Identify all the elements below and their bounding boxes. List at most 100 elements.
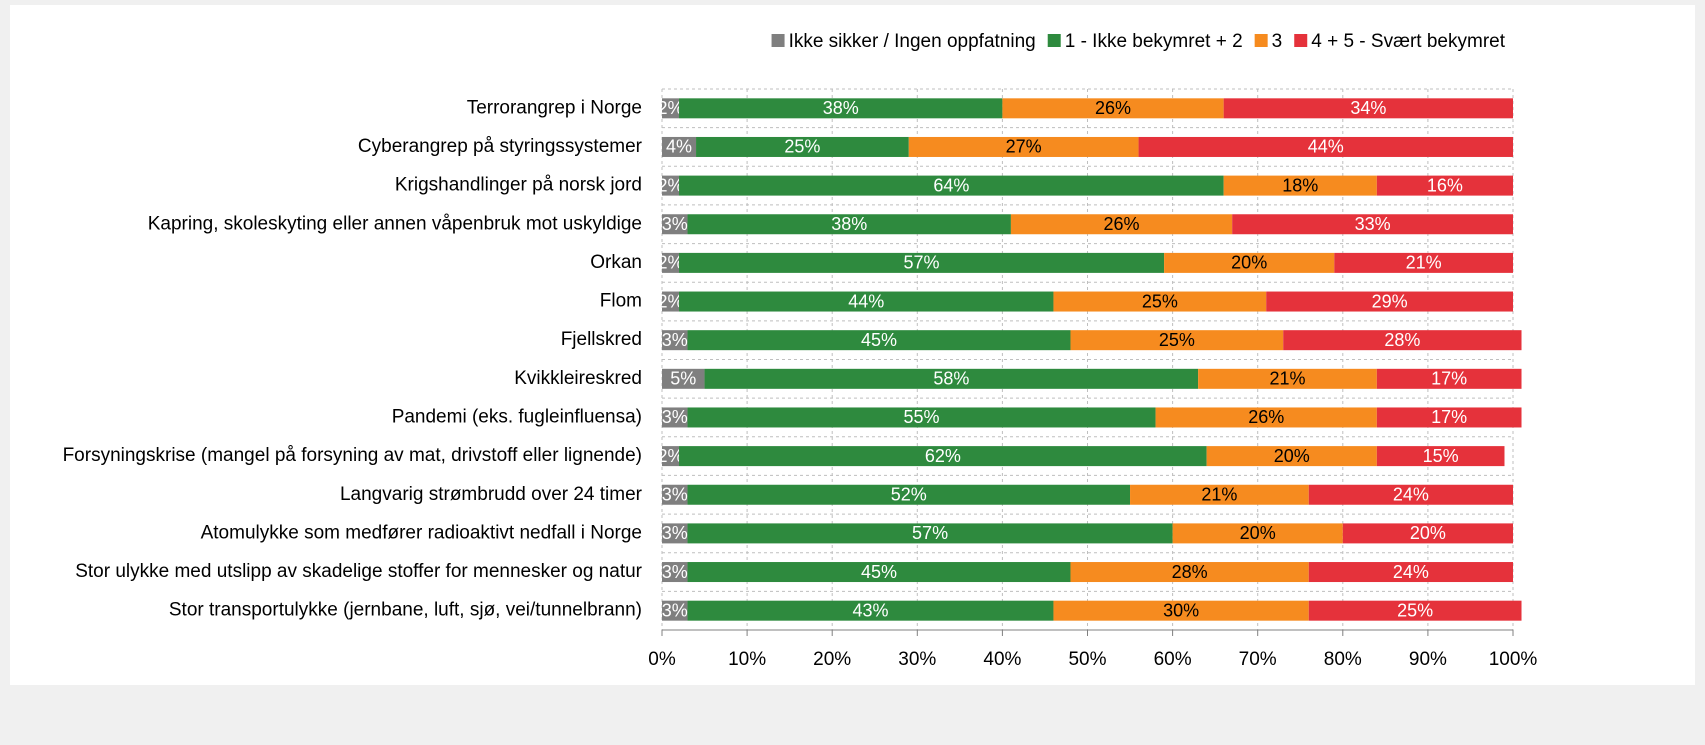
category-label: Atomulykke som medfører radioaktivt nedf… xyxy=(201,522,642,543)
bar-segment xyxy=(662,562,688,583)
x-tick-label: 100% xyxy=(1489,649,1538,670)
data-label: 17% xyxy=(1431,407,1467,427)
bar-segment xyxy=(1223,98,1513,119)
data-label: 45% xyxy=(861,330,897,350)
bar-segment xyxy=(679,252,1165,273)
bar-segment xyxy=(679,175,1224,196)
bar-segment xyxy=(687,484,1131,505)
bar-segment xyxy=(687,562,1071,583)
bar-segment xyxy=(1232,214,1513,235)
data-label: 38% xyxy=(823,98,859,118)
bar-segment xyxy=(662,291,680,312)
data-label: 20% xyxy=(1410,523,1446,543)
category-label: Pandemi (eks. fugleinfluensa) xyxy=(392,406,642,427)
data-label: 64% xyxy=(933,175,969,195)
category-label: Kapring, skoleskyting eller annen våpenb… xyxy=(148,213,642,234)
bar-segment xyxy=(1198,368,1377,389)
bar-segment xyxy=(687,600,1054,621)
category-label: Flom xyxy=(600,291,642,312)
bar-segment xyxy=(1164,252,1335,273)
data-label: 57% xyxy=(912,523,948,543)
bar-segment xyxy=(1138,136,1513,157)
bar-segment xyxy=(1376,175,1513,196)
legend-swatch xyxy=(1254,34,1268,47)
bar-segment xyxy=(1206,446,1377,467)
data-label: 26% xyxy=(1248,407,1284,427)
category-label: Cyberangrep på styringssystemer xyxy=(358,136,643,157)
data-label: 44% xyxy=(848,291,884,311)
legend-label: 4 + 5 - Svært bekymret xyxy=(1311,31,1505,52)
data-label: 25% xyxy=(1159,330,1195,350)
bar-segment xyxy=(687,407,1156,428)
x-tick-label: 10% xyxy=(728,649,766,670)
data-label: 25% xyxy=(1142,291,1178,311)
data-label: 3% xyxy=(662,330,688,350)
bar-segment xyxy=(908,136,1139,157)
data-label: 2% xyxy=(658,253,684,273)
data-label: 20% xyxy=(1231,253,1267,273)
legend-label: Ikke sikker / Ingen oppfatning xyxy=(789,31,1036,52)
data-label: 43% xyxy=(852,600,888,620)
category-label: Forsyningskrise (mangel på forsyning av … xyxy=(63,445,642,466)
data-label: 52% xyxy=(891,485,927,505)
bar-segment xyxy=(1266,291,1513,312)
bar-segment xyxy=(1342,523,1513,544)
bar-segment xyxy=(1283,330,1522,351)
legend-swatch xyxy=(1047,34,1061,47)
bar-segment xyxy=(662,252,680,273)
x-tick-label: 80% xyxy=(1324,649,1362,670)
bar-segment xyxy=(1070,330,1284,351)
bar-segment xyxy=(662,136,697,157)
data-label: 26% xyxy=(1095,98,1131,118)
data-label: 25% xyxy=(784,137,820,157)
category-label: Orkan xyxy=(590,252,642,273)
legend-label: 1 - Ikke bekymret + 2 xyxy=(1065,31,1243,52)
bar-segment xyxy=(1308,600,1522,621)
x-tick-label: 40% xyxy=(983,649,1021,670)
data-label: 38% xyxy=(831,214,867,234)
data-label: 20% xyxy=(1240,523,1276,543)
data-label: 18% xyxy=(1282,175,1318,195)
legend-swatch xyxy=(1294,34,1308,47)
data-label: 4% xyxy=(666,137,692,157)
data-label: 21% xyxy=(1269,369,1305,389)
x-tick-label: 90% xyxy=(1409,649,1447,670)
bar-segment xyxy=(679,446,1207,467)
data-label: 44% xyxy=(1308,137,1344,157)
data-label: 27% xyxy=(1006,137,1042,157)
bar-segment xyxy=(687,523,1173,544)
data-label: 2% xyxy=(658,291,684,311)
data-label: 33% xyxy=(1355,214,1391,234)
x-tick-label: 30% xyxy=(898,649,936,670)
x-tick-label: 0% xyxy=(648,649,676,670)
data-label: 34% xyxy=(1350,98,1386,118)
category-label: Langvarig strømbrudd over 24 timer xyxy=(340,484,643,505)
bar-segment xyxy=(679,98,1003,119)
data-label: 15% xyxy=(1423,446,1459,466)
category-label: Krigshandlinger på norsk jord xyxy=(395,175,642,196)
bar-segment xyxy=(1376,368,1522,389)
category-label: Stor transportulykke (jernbane, luft, sj… xyxy=(169,600,642,621)
bar-segment xyxy=(696,136,909,157)
bar-segment xyxy=(662,523,688,544)
bar-segment xyxy=(662,484,688,505)
bar-segment xyxy=(662,407,688,428)
data-label: 57% xyxy=(904,253,940,273)
data-label: 45% xyxy=(861,562,897,582)
data-label: 24% xyxy=(1393,485,1429,505)
bar-segment xyxy=(662,368,705,389)
data-label: 30% xyxy=(1163,600,1199,620)
category-label: Kvikkleireskred xyxy=(514,368,642,389)
data-label: 5% xyxy=(670,369,696,389)
bar-segment xyxy=(1053,600,1309,621)
data-label: 2% xyxy=(658,98,684,118)
category-label: Fjellskred xyxy=(561,329,642,350)
x-tick-label: 50% xyxy=(1068,649,1106,670)
bar-segment xyxy=(662,446,680,467)
data-label: 2% xyxy=(658,175,684,195)
bar-segment xyxy=(1376,446,1505,467)
data-label: 16% xyxy=(1427,175,1463,195)
bar-segment xyxy=(1376,407,1522,428)
data-label: 62% xyxy=(925,446,961,466)
bar-segment xyxy=(1010,214,1233,235)
